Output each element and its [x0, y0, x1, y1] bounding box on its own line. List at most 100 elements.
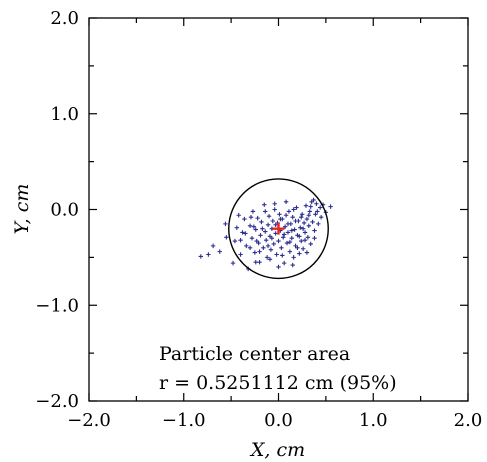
scatter-point — [252, 250, 258, 255]
scatter-point — [276, 264, 281, 270]
x-tick-label: −2.0 — [67, 410, 111, 431]
scatter-point — [257, 259, 262, 265]
y-tick-label: 1.0 — [50, 104, 79, 125]
scatter-point — [198, 254, 204, 259]
scatter-points — [198, 197, 333, 272]
x-axis-label: X, cm — [249, 439, 305, 461]
scatter-point — [294, 205, 299, 210]
scatter-point — [301, 220, 307, 226]
scatter-point — [315, 209, 320, 214]
scatter-point — [306, 223, 312, 228]
scatter-point — [314, 201, 319, 206]
scatter-point — [316, 221, 321, 227]
scatter-point — [259, 219, 264, 225]
y-axis-label: Y, cm — [11, 184, 33, 235]
y-tick-label: −2.0 — [35, 391, 79, 412]
scatter-point — [281, 232, 287, 237]
scatter-point — [328, 204, 333, 209]
axis-tick-labels: −2.0 −1.0 0.0 1.0 2.0 −2.0 −1.0 0.0 1.0 2.0 — [35, 8, 482, 431]
scatter-point — [281, 260, 287, 266]
y-tick-label: 2.0 — [50, 8, 79, 29]
scatter-point — [224, 235, 229, 240]
scatter-point — [291, 207, 296, 212]
scatter-point — [272, 207, 277, 212]
x-tick-label: 0.0 — [264, 410, 293, 431]
scatter-point — [243, 231, 248, 236]
scatter-point — [262, 202, 267, 207]
scatter-point — [232, 238, 238, 244]
scatter-point — [271, 241, 276, 247]
scatter-point — [304, 216, 310, 222]
scatter-point — [251, 224, 257, 229]
scatter-point — [311, 197, 316, 203]
scatter-point — [253, 259, 258, 265]
scatter-point — [276, 238, 281, 244]
scatter-point — [264, 255, 270, 260]
scatter-point — [223, 221, 228, 227]
scatter-point — [268, 247, 274, 252]
scatter-point — [267, 257, 273, 262]
scatter-point — [299, 214, 304, 220]
scatter-point — [285, 230, 291, 235]
scatter-point — [249, 236, 255, 241]
scatter-point — [270, 218, 276, 224]
scatter-point — [247, 223, 253, 228]
y-tick-label: −1.0 — [35, 295, 79, 316]
scatter-point — [295, 245, 300, 250]
scatter-point — [299, 238, 304, 244]
scatter-point — [310, 219, 315, 225]
center-marker — [272, 222, 285, 235]
scatter-point — [297, 251, 302, 256]
scatter-point — [307, 209, 312, 214]
scatter-point — [210, 243, 216, 249]
scatter-point — [257, 249, 262, 254]
scatter-point — [263, 229, 268, 234]
scatter-point — [240, 230, 245, 235]
scatter-point — [291, 255, 296, 260]
scatter-point — [279, 245, 284, 250]
scatter-point — [272, 201, 277, 206]
scatter-point — [263, 237, 269, 243]
confidence-circle — [228, 178, 329, 280]
scatter-point — [273, 222, 278, 228]
scatter-point — [238, 237, 243, 243]
scatter-point — [312, 236, 317, 241]
scatter-point — [242, 216, 247, 222]
scatter-point — [254, 238, 259, 244]
scatter-point — [298, 225, 303, 230]
scatter-point — [281, 235, 286, 240]
scatter-point — [248, 214, 254, 220]
scatter-point — [302, 237, 308, 243]
scatter-point — [300, 246, 306, 251]
scatter-point — [247, 245, 253, 250]
annotation-title: Particle center area — [159, 343, 350, 365]
scatter-point — [284, 240, 290, 246]
scatter-point — [283, 199, 289, 205]
scatter-point — [290, 262, 295, 268]
scatter-point — [253, 227, 258, 232]
x-tick-label: −1.0 — [162, 410, 206, 431]
scatter-point — [234, 225, 240, 230]
scatter-point — [263, 209, 268, 214]
scatter-point — [287, 239, 293, 245]
scatter-point — [293, 218, 298, 224]
scatter-point — [278, 216, 283, 222]
scatter-point — [303, 203, 309, 208]
y-tick-label: 0.0 — [50, 200, 79, 221]
x-tick-label: 1.0 — [359, 410, 388, 431]
scatter-point — [273, 231, 278, 236]
scatter-point — [318, 214, 324, 220]
scatter-point — [282, 224, 288, 229]
scatter-point — [304, 250, 310, 255]
scatter-point — [236, 213, 241, 218]
scatter-point — [289, 236, 294, 241]
scatter-point — [261, 245, 266, 250]
scatter-point — [250, 209, 256, 214]
scatter-point — [258, 233, 263, 238]
scatter-point — [265, 222, 271, 228]
x-tick-label: 2.0 — [454, 410, 483, 431]
scatter-point — [286, 209, 292, 214]
scatter-point — [289, 228, 294, 233]
scatter-point — [238, 252, 243, 257]
axis-ticks — [88, 17, 469, 402]
